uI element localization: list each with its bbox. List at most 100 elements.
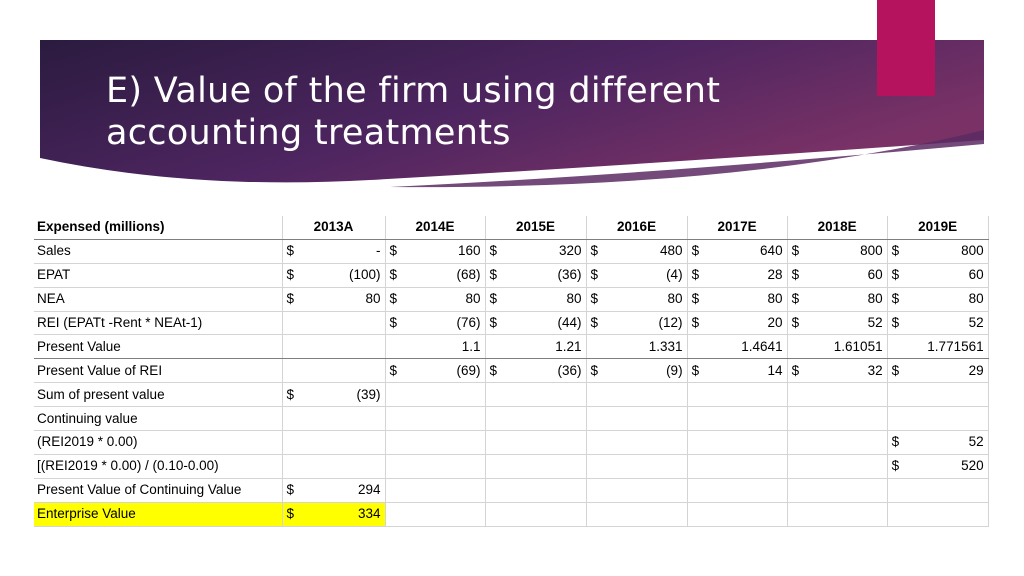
dollar-cell: $ (586, 358, 609, 384)
dollar-cell: $ (787, 263, 810, 288)
dollar-cell (687, 334, 710, 360)
dollar-cell: $ (385, 358, 408, 384)
value-cell: 60 (909, 263, 989, 288)
dollar-cell (282, 358, 304, 384)
value-cell: (9) (608, 358, 688, 384)
row-label: Sum of present value (34, 382, 283, 408)
value-cell: 294 (304, 478, 386, 503)
year-header: 2014E (385, 216, 486, 240)
value-cell: 29 (909, 358, 989, 384)
dollar-cell: $ (385, 239, 408, 264)
dollar-cell (485, 406, 508, 432)
value-cell: 28 (709, 263, 788, 288)
dollar-cell (282, 430, 304, 455)
dollar-cell (787, 406, 810, 432)
table-row: Present Value of REI $ (69) $ (36) $ (9) $14 $32… (34, 358, 989, 384)
value-cell: 80 (909, 287, 989, 312)
dollar-cell (887, 502, 910, 527)
dollar-cell (887, 334, 910, 360)
value-cell: (68) (407, 263, 486, 288)
dollar-cell: $ (282, 263, 304, 288)
value-cell (608, 454, 688, 479)
value-cell: (76) (407, 311, 486, 336)
value-cell (809, 406, 888, 432)
value-cell: 1.771561 (909, 334, 989, 360)
value-cell (507, 430, 587, 455)
dollar-cell: $ (887, 430, 910, 455)
dollar-cell: $ (485, 263, 508, 288)
value-cell: (39) (304, 382, 386, 408)
dollar-cell: $ (485, 358, 508, 384)
value-cell (608, 406, 688, 432)
year-header: 2018E (787, 216, 888, 240)
value-cell: 480 (608, 239, 688, 264)
value-cell: 80 (407, 287, 486, 312)
value-cell (304, 454, 386, 479)
value-cell (507, 502, 587, 527)
value-cell (507, 478, 587, 503)
dollar-cell: $ (586, 263, 609, 288)
dollar-cell: $ (485, 287, 508, 312)
value-cell: (44) (507, 311, 587, 336)
dollar-cell (787, 502, 810, 527)
year-header: 2017E (687, 216, 788, 240)
dollar-cell (787, 334, 810, 360)
dollar-cell (687, 502, 710, 527)
value-cell: 334 (304, 502, 386, 527)
table-row: (REI2019 * 0.00) $52 (34, 430, 989, 455)
dollar-cell (385, 454, 408, 479)
row-label: EPAT (34, 263, 283, 288)
dollar-cell: $ (787, 239, 810, 264)
dollar-cell (687, 406, 710, 432)
title-banner (40, 40, 984, 192)
table-header-row: Expensed (millions) 2013A 2014E 2015E 2016E 2… (34, 216, 989, 240)
value-cell (507, 406, 587, 432)
value-cell: - (304, 239, 386, 264)
value-cell (809, 502, 888, 527)
value-cell: 1.61051 (809, 334, 888, 360)
dollar-cell: $ (687, 263, 710, 288)
table-row: Present Value of Continuing Value $294 (34, 478, 989, 503)
value-cell: 52 (909, 430, 989, 455)
value-cell (909, 382, 989, 408)
value-cell: 1.1 (407, 334, 486, 360)
dollar-cell: $ (385, 287, 408, 312)
value-cell (407, 406, 486, 432)
row-label: REI (EPATt -Rent * NEAt-1) (34, 311, 283, 336)
row-label: Continuing value (34, 406, 283, 432)
value-cell (304, 311, 386, 336)
dollar-cell (787, 478, 810, 503)
table-row: Continuing value (34, 406, 989, 432)
value-cell: 640 (709, 239, 788, 264)
value-cell (809, 430, 888, 455)
value-cell: 1.4641 (709, 334, 788, 360)
value-cell: (4) (608, 263, 688, 288)
value-cell (407, 478, 486, 503)
value-cell (304, 430, 386, 455)
value-cell (709, 478, 788, 503)
value-cell: 320 (507, 239, 587, 264)
dollar-cell: $ (385, 263, 408, 288)
value-cell (809, 454, 888, 479)
value-cell: 800 (909, 239, 989, 264)
valuation-table: Expensed (millions) 2013A 2014E 2015E 2016E 2… (34, 216, 989, 527)
row-label: [(REI2019 * 0.00) / (0.10-0.00) (34, 454, 283, 479)
dollar-cell (687, 382, 710, 408)
title-line-2: accounting treatments (106, 113, 511, 153)
year-header: 2019E (887, 216, 989, 240)
dollar-cell (385, 502, 408, 527)
row-label: Present Value (34, 334, 283, 360)
value-cell (709, 454, 788, 479)
value-cell: 800 (809, 239, 888, 264)
dollar-cell: $ (787, 358, 810, 384)
dollar-cell: $ (586, 311, 609, 336)
dollar-cell (385, 382, 408, 408)
table-row: NEA $80 $80 $80 $80 $80 $80 $80 (34, 287, 989, 312)
slide-title: E) Value of the firm using different acc… (106, 70, 720, 154)
value-cell: 80 (809, 287, 888, 312)
dollar-cell: $ (586, 239, 609, 264)
value-cell (407, 430, 486, 455)
dollar-cell (385, 430, 408, 455)
dollar-cell: $ (787, 287, 810, 312)
value-cell (304, 406, 386, 432)
